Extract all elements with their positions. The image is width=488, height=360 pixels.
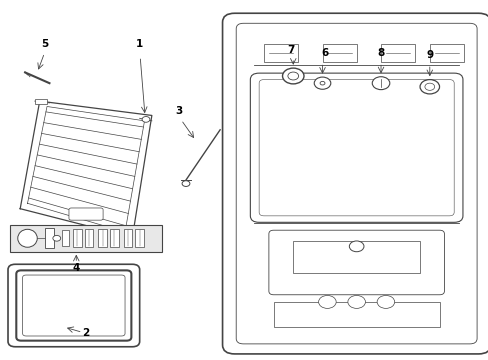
Circle shape [53,235,61,241]
Circle shape [320,81,325,85]
FancyBboxPatch shape [380,44,414,62]
Text: 2: 2 [82,328,89,338]
FancyBboxPatch shape [22,275,125,336]
FancyBboxPatch shape [10,225,161,252]
Bar [44,228,54,248]
Circle shape [424,83,434,90]
FancyBboxPatch shape [268,230,444,295]
Text: 7: 7 [286,45,294,55]
Bar [73,229,81,247]
FancyBboxPatch shape [322,44,356,62]
Text: 5: 5 [41,39,48,49]
Circle shape [287,72,298,80]
Circle shape [182,181,189,186]
FancyBboxPatch shape [250,73,462,222]
FancyBboxPatch shape [429,44,463,62]
Bar [98,229,107,247]
Circle shape [371,77,389,90]
Circle shape [318,296,335,309]
FancyBboxPatch shape [236,23,476,344]
Text: 6: 6 [321,48,328,58]
Bar [61,230,69,246]
FancyBboxPatch shape [264,44,298,62]
Circle shape [282,68,304,84]
Text: 3: 3 [175,105,182,116]
FancyBboxPatch shape [16,270,131,341]
Bar [110,229,119,247]
Circle shape [314,77,330,89]
Polygon shape [20,101,152,237]
Circle shape [348,241,363,252]
Polygon shape [273,302,439,327]
Text: 1: 1 [136,39,143,49]
FancyBboxPatch shape [69,208,103,220]
Bar [123,229,132,247]
Circle shape [142,117,150,122]
FancyBboxPatch shape [222,13,488,354]
Circle shape [347,296,365,309]
Text: 8: 8 [377,48,384,58]
Text: 4: 4 [72,264,80,274]
Circle shape [419,80,439,94]
Text: 9: 9 [426,50,432,60]
Bar [293,241,419,273]
Circle shape [376,296,394,309]
Bar [135,229,144,247]
Bar [35,99,47,104]
FancyBboxPatch shape [8,264,140,347]
Ellipse shape [18,229,37,247]
Bar [84,229,93,247]
FancyBboxPatch shape [259,80,453,216]
